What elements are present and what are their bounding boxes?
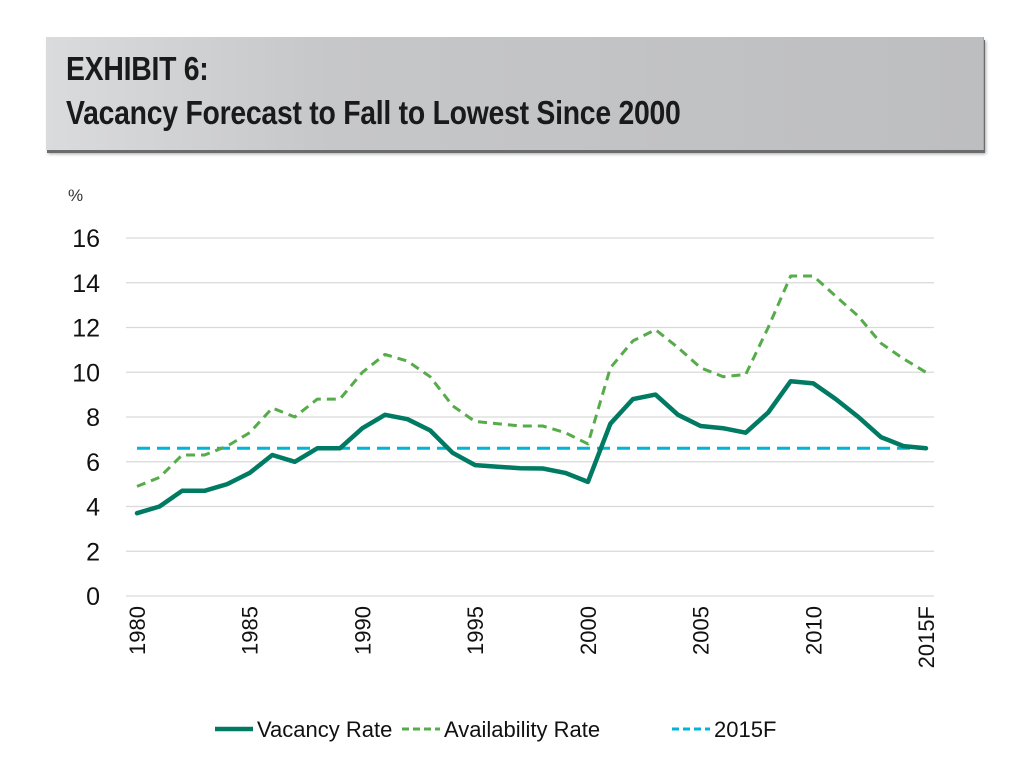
- x-tick-label: 2015F: [914, 606, 939, 668]
- y-tick-label: 12: [72, 315, 100, 343]
- x-tick-label: 1985: [238, 606, 263, 655]
- x-tick-label: 2005: [689, 606, 714, 655]
- y-tick-label: 0: [86, 583, 100, 611]
- y-axis-unit-label: %: [68, 186, 83, 205]
- y-tick-label: 10: [72, 359, 100, 387]
- x-tick-label: 2010: [801, 606, 826, 655]
- chart-title: Vacancy Forecast to Fall to Lowest Since…: [66, 94, 681, 131]
- legend: Vacancy Rate Availability Rate 2015F: [215, 717, 776, 742]
- gridlines: [126, 237, 934, 597]
- x-tick-label: 1980: [125, 606, 150, 655]
- legend-item-availability-rate: Availability Rate: [402, 717, 600, 742]
- legend-label: Vacancy Rate: [257, 717, 392, 742]
- series-line-availability-rate: [136, 274, 927, 488]
- y-tick-label: 4: [86, 494, 100, 522]
- x-tick-label: 1990: [350, 606, 375, 655]
- y-tick-label: 2: [86, 538, 100, 566]
- legend-item-vacancy-rate: Vacancy Rate: [215, 717, 392, 742]
- series-line-vacancy-rate: [134, 378, 929, 516]
- y-axis-ticks: 0 2 4 6 8 10 12 14 16: [72, 225, 100, 611]
- y-tick-label: 8: [86, 404, 100, 432]
- legend-label: Availability Rate: [444, 717, 600, 742]
- exhibit-number: EXHIBIT 6:: [66, 50, 209, 87]
- exhibit-header: EXHIBIT 6: Vacancy Forecast to Fall to L…: [46, 37, 984, 150]
- series-lines: [134, 274, 929, 516]
- x-axis-ticks: 1980 1985 1990 1995 2000 2005 2010 2015F: [125, 606, 939, 668]
- legend-label: 2015F: [714, 717, 776, 742]
- legend-item-2015f: 2015F: [672, 717, 776, 742]
- x-tick-label: 1995: [463, 606, 488, 655]
- y-tick-label: 16: [72, 225, 100, 253]
- y-tick-label: 6: [86, 449, 100, 477]
- y-tick-label: 14: [72, 270, 100, 298]
- x-tick-label: 2000: [576, 606, 601, 655]
